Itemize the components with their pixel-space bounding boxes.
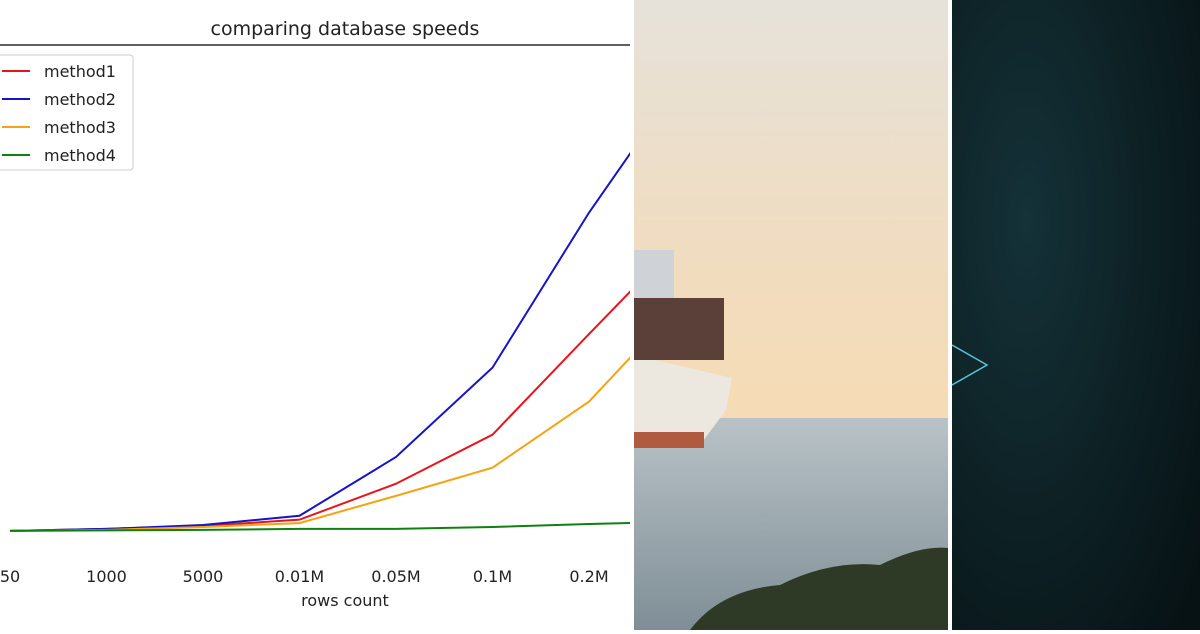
chevron-icon xyxy=(951,344,989,386)
x-tick-label: 0.1M xyxy=(473,567,512,586)
x-axis-label: rows count xyxy=(301,591,389,610)
x-tick-label: 1000 xyxy=(86,567,127,586)
x-tick-label: 5000 xyxy=(183,567,224,586)
plot-area xyxy=(9,152,630,532)
series-line xyxy=(9,522,630,532)
x-tick-label: 0.05M xyxy=(371,567,420,586)
chart-title: comparing database speeds xyxy=(211,18,480,40)
photo-panel xyxy=(634,0,948,630)
bushes xyxy=(690,547,948,630)
ship-waterline xyxy=(634,432,704,448)
ship-hull xyxy=(634,355,732,448)
x-tick-label: 50 xyxy=(0,567,20,586)
ship-containers xyxy=(634,298,724,360)
legend-label: method4 xyxy=(44,146,116,165)
legend: method1 method2 method3 method4 xyxy=(0,54,134,171)
legend-label: method2 xyxy=(44,90,116,109)
legend-label: method3 xyxy=(44,118,116,137)
x-tick-label: 0.2M xyxy=(569,567,608,586)
series-line xyxy=(9,152,630,532)
legend-box xyxy=(0,54,134,171)
legend-label: method1 xyxy=(44,62,116,81)
x-tick-label: 0.01M xyxy=(275,567,324,586)
dark-panel xyxy=(952,0,1200,630)
